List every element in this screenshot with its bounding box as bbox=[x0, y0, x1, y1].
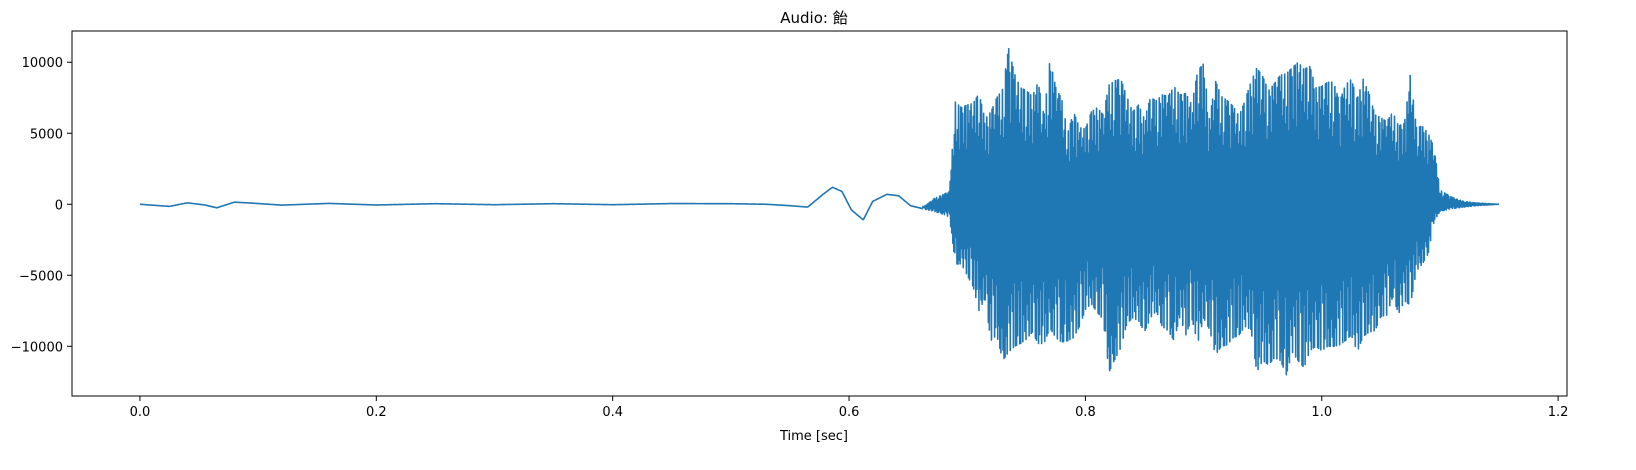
x-tick-label: 1.0 bbox=[1311, 405, 1332, 420]
y-tick-label: 5000 bbox=[30, 127, 63, 142]
waveform-line bbox=[139, 47, 1500, 376]
y-tick-label: −10000 bbox=[11, 340, 63, 355]
x-axis-label: Time [sec] bbox=[779, 429, 848, 444]
plot-area-frame bbox=[71, 30, 1568, 397]
x-tick-label: 0.6 bbox=[839, 405, 860, 420]
y-tick-label: −5000 bbox=[19, 269, 63, 284]
chart-title: Audio: 飴 bbox=[780, 9, 847, 27]
y-tick-label: 10000 bbox=[22, 56, 63, 71]
y-axis: −10000 −5000 0 5000 10000 bbox=[11, 56, 72, 355]
x-tick-label: 0.0 bbox=[130, 405, 151, 420]
x-tick-label: 0.4 bbox=[602, 405, 623, 420]
x-tick-label: 0.8 bbox=[1075, 405, 1096, 420]
x-tick-label: 1.2 bbox=[1548, 405, 1569, 420]
x-axis: 0.0 0.2 0.4 0.6 0.8 1.0 1.2 bbox=[130, 396, 1569, 420]
y-tick-label: 0 bbox=[55, 198, 63, 213]
x-tick-label: 0.2 bbox=[366, 405, 387, 420]
waveform-series bbox=[139, 47, 1500, 376]
